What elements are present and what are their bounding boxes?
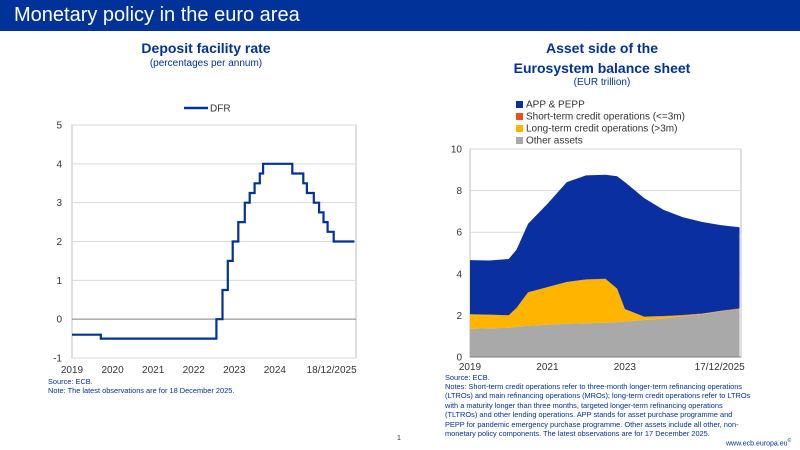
dfr-source: Source: ECB. bbox=[48, 377, 93, 386]
y-tick-label: 10 bbox=[451, 145, 463, 156]
y-tick-label: 6 bbox=[456, 228, 462, 239]
x-tick-label: 17/12/2025 bbox=[695, 362, 745, 373]
dfr-note: Note: The latest observations are for 18… bbox=[48, 386, 235, 395]
area-other-assets bbox=[470, 309, 740, 357]
x-tick-label: 2023 bbox=[223, 365, 246, 376]
y-tick-label: 4 bbox=[56, 159, 62, 170]
legend-swatch-app-pepp bbox=[516, 101, 523, 108]
x-tick-label: 2021 bbox=[142, 365, 165, 376]
legend-label-other-assets: Other assets bbox=[526, 136, 583, 147]
balance-sheet-note-line: monetary policy components. The latest o… bbox=[445, 429, 710, 439]
y-tick-label: 0 bbox=[456, 353, 462, 364]
title-banner: Monetary policy in the euro area bbox=[0, 0, 800, 31]
page-number: 1 bbox=[397, 435, 401, 442]
x-tick-label: 2019 bbox=[61, 365, 84, 376]
dfr-chart-title: Deposit facility rate bbox=[141, 40, 271, 56]
y-tick-label: 3 bbox=[56, 198, 62, 209]
balance-sheet-note-line: (LTROs) and main refinancing operations … bbox=[445, 391, 751, 401]
balance-sheet-notes: Notes: Short-term credit operations refe… bbox=[445, 382, 785, 438]
y-tick-label: 4 bbox=[456, 269, 462, 280]
x-tick-label: 2021 bbox=[536, 362, 559, 373]
x-tick-label: 2022 bbox=[183, 365, 206, 376]
balance-sheet-note-line: (TLTROs) and other lending operations. A… bbox=[445, 410, 733, 420]
legend-swatch-short-term-credit bbox=[516, 113, 523, 120]
area-long-term-credit bbox=[470, 279, 740, 329]
y-tick-label: 5 bbox=[56, 121, 62, 132]
x-tick-label: 2019 bbox=[459, 362, 482, 373]
y-tick-label: 2 bbox=[56, 237, 62, 248]
balance-sheet-note-line: Notes: Short-term credit operations refe… bbox=[445, 382, 742, 391]
x-tick-label: 2023 bbox=[614, 362, 637, 373]
legend-swatch-other-assets bbox=[516, 137, 523, 144]
area-app-pepp bbox=[470, 174, 740, 317]
y-tick-label: -1 bbox=[53, 354, 62, 365]
dfr-chart-subtitle: (percentages per annum) bbox=[149, 58, 263, 69]
y-tick-label: 8 bbox=[456, 186, 462, 197]
page-title: Monetary policy in the euro area bbox=[14, 4, 300, 26]
balance-sheet-title-line1: Asset side of the bbox=[545, 40, 659, 56]
legend-label-short-term-credit: Short-term credit operations (<=3m) bbox=[526, 112, 685, 123]
y-tick-label: 1 bbox=[56, 276, 62, 287]
balance-sheet-subtitle: (EUR trillion) bbox=[573, 77, 631, 88]
dfr-series-line bbox=[72, 162, 355, 340]
x-tick-label: 2024 bbox=[264, 365, 287, 376]
legend-label-dfr: DFR bbox=[210, 104, 231, 115]
balance-sheet-source: Source: ECB. bbox=[445, 373, 490, 382]
legend-swatch-long-term-credit bbox=[516, 125, 523, 132]
copyright-mark: © bbox=[787, 438, 792, 444]
balance-sheet-note-line: PEPP for pandemic emergency purchase pro… bbox=[445, 419, 739, 429]
legend-label-long-term-credit: Long-term credit operations (>3m) bbox=[526, 124, 677, 135]
x-tick-label: 2020 bbox=[101, 365, 124, 376]
y-tick-label: 2 bbox=[456, 311, 462, 322]
footer-url[interactable]: www.ecb.europa.eu© bbox=[726, 438, 791, 447]
legend-label-app-pepp: APP & PEPP bbox=[526, 100, 585, 111]
x-tick-label: 18/12/2025 bbox=[307, 365, 357, 376]
y-tick-label: 0 bbox=[56, 315, 62, 326]
footer-url-text: www.ecb.europa.eu bbox=[726, 440, 788, 448]
balance-sheet-note-line: with a maturity longer than three months… bbox=[445, 400, 723, 410]
balance-sheet-title-line2: Eurosystem balance sheet bbox=[513, 60, 691, 76]
